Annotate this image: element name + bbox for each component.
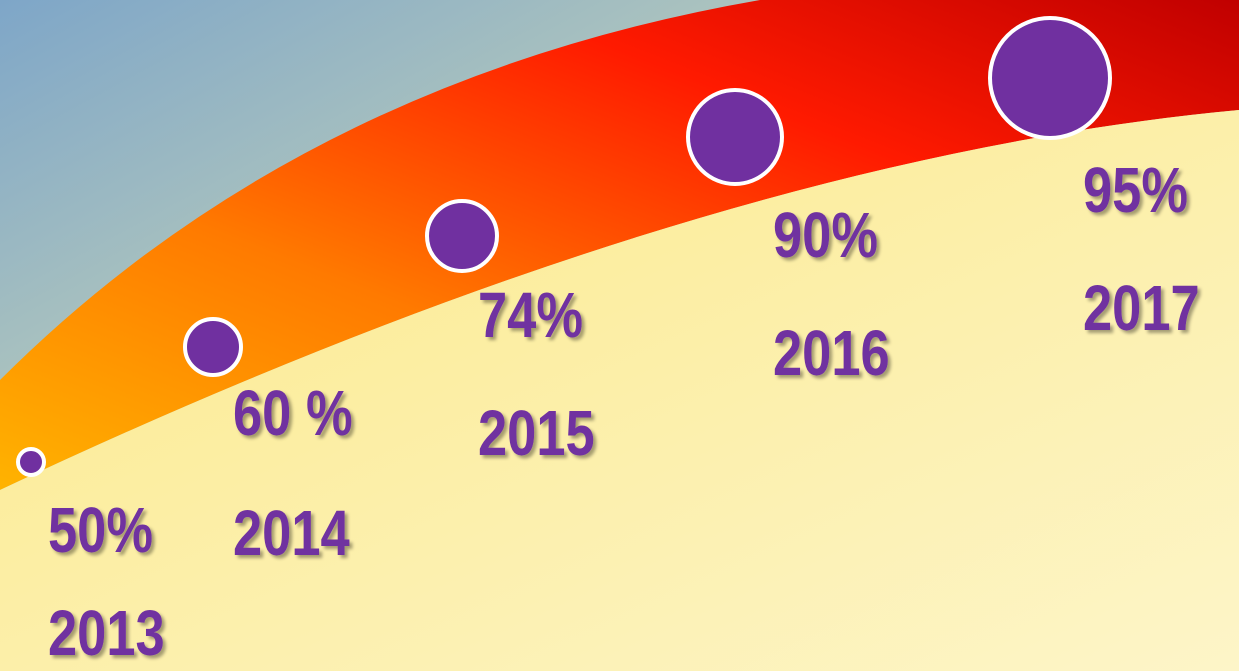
circle xyxy=(688,90,782,184)
slide: 50% 2013 60 % 2014 74% 2015 90% 2016 95% 2017 xyxy=(0,0,1239,671)
milestone-year: 2013 xyxy=(48,598,165,669)
circle xyxy=(185,319,241,375)
milestone-year: 2016 xyxy=(773,318,890,389)
milestone-value: 74% xyxy=(478,280,583,351)
circle xyxy=(990,18,1110,138)
page: 50%201360 %201474%201590%201695%2017 (()… xyxy=(0,0,1239,671)
milestone-year: 2014 xyxy=(233,498,350,569)
milestone-value: 60 % xyxy=(233,378,353,449)
milestone-value: 90% xyxy=(773,200,878,271)
circle xyxy=(427,201,497,271)
milestone-year: 2015 xyxy=(478,398,595,469)
milestone-value: 50% xyxy=(48,495,153,566)
milestone-value: 95% xyxy=(1083,155,1188,226)
milestone-year: 2017 xyxy=(1083,273,1200,344)
circle xyxy=(18,449,44,475)
